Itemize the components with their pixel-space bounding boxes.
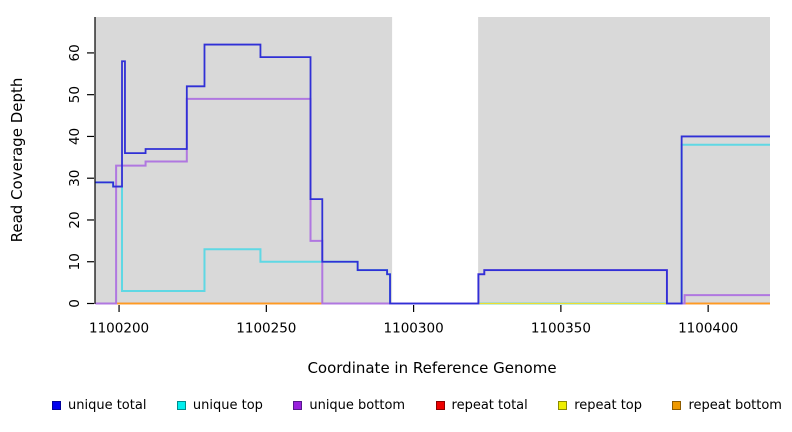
x-tick-label: 1100200 [89,321,149,337]
legend-swatch-unique-bottom [293,401,303,410]
y-axis-label: Read Coverage Depth [8,78,26,243]
y-tick-label: 50 [67,86,83,103]
legend-swatch-repeat-total [435,401,445,410]
plot-area: 1100200 1100250 1100300 1100350 1100400 0 10 20… [67,17,770,337]
x-tick-label: 1100300 [384,321,444,337]
legend-label: repeat total [451,398,528,413]
y-tick-label: 0 [67,299,83,308]
legend-label: repeat top [574,398,642,413]
legend-label: unique bottom [309,398,406,413]
legend: unique total unique top unique bottom repea… [52,398,782,413]
x-tick-label: 1100400 [678,321,738,337]
y-tick-label: 60 [67,44,83,61]
legend-item-unique-top: unique top [176,398,263,413]
legend-swatch-unique-top [176,401,186,410]
legend-label: unique top [192,398,263,413]
x-tick-label: 1100350 [531,321,591,337]
y-tick-label: 30 [67,170,83,187]
series-line-unique-total [95,43,770,305]
y-tick-label: 10 [67,253,83,270]
legend-swatch-repeat-bottom [672,401,682,410]
x-tick-label: 1100250 [236,321,296,337]
x-axis-label: Coordinate in Reference Genome [307,359,556,377]
legend-item-unique-bottom: unique bottom [293,398,405,413]
masked-region [392,17,479,304]
y-tick-label: 40 [67,128,83,145]
legend-item-unique-total: unique total [52,398,146,413]
legend-item-repeat-top: repeat top [558,398,642,413]
y-tick-label: 20 [67,211,83,228]
legend-item-repeat-total: repeat total [435,398,528,413]
legend-label: unique total [68,398,147,413]
legend-item-repeat-bottom: repeat bottom [672,398,782,413]
legend-swatch-repeat-top [558,401,568,410]
legend-label: repeat bottom [688,398,782,413]
legend-swatch-unique-total [52,401,61,410]
